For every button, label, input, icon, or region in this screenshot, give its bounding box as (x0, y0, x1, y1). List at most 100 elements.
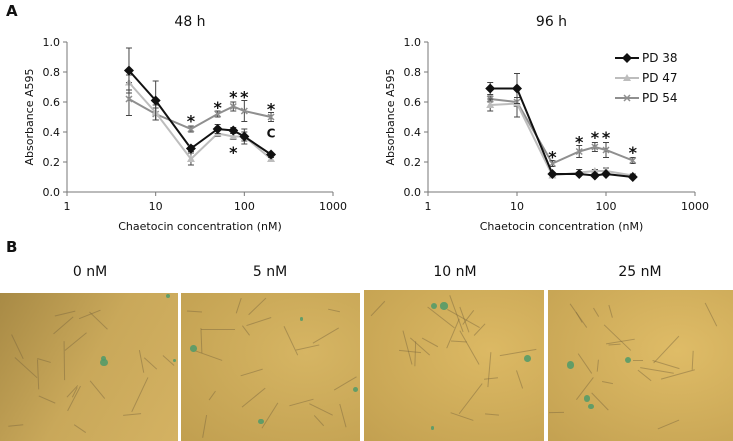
stained-cell (299, 317, 304, 322)
significance-annotation: * (267, 100, 276, 119)
cell-fiber (200, 327, 203, 353)
x-marker (591, 143, 599, 151)
cell-fiber (652, 360, 680, 370)
y-tick-label: 0.8 (404, 66, 422, 79)
x-tick-label: 100 (596, 200, 617, 213)
significance-annotation: * (575, 133, 584, 152)
cell-fiber (187, 310, 203, 313)
diamond-marker (150, 95, 161, 106)
diamond-marker (228, 125, 239, 136)
cell-fiber (653, 335, 679, 364)
micrograph-label-2: 10 nM (433, 264, 477, 280)
x-marker (548, 159, 556, 168)
chart-title: 48 h (174, 14, 205, 30)
series-line-pd54 (490, 98, 634, 165)
stained-cell (583, 395, 591, 402)
cell-fiber (144, 357, 158, 370)
stained-cell (100, 358, 108, 367)
cell-fiber (592, 308, 600, 318)
chart-48h: 48 h 0.0 0.2 0.4 0.6 0.8 1.0 1 10 100 1000 Chaetoci… (23, 14, 347, 233)
diamond-marker (622, 53, 632, 63)
cell-fiber (122, 412, 141, 416)
stained-cell (258, 418, 264, 425)
significance-annotation: * (591, 128, 600, 147)
series-line-pd54 (128, 98, 272, 131)
cell-fiber (339, 403, 347, 428)
stained-cell (430, 302, 437, 309)
x-marker (125, 95, 133, 103)
cell-fiber (402, 330, 413, 365)
legend-label: PD 54 (642, 91, 678, 105)
significance-annotation: * (240, 88, 249, 107)
x-tick-label: 1 (64, 200, 71, 213)
y-tick-label: 0.0 (404, 186, 422, 199)
diamond-marker (574, 169, 585, 179)
triangle-marker (229, 132, 238, 140)
x-marker (240, 107, 248, 115)
x-tick-label: 10 (510, 200, 524, 213)
cell-fiber (704, 302, 718, 327)
stained-cell (172, 358, 177, 363)
cell-fiber (371, 300, 386, 316)
y-tick-label: 0.0 (43, 186, 61, 199)
x-marker (214, 110, 222, 118)
cell-fiber (283, 326, 299, 355)
diamond-marker (185, 143, 196, 154)
cell-fiber (633, 359, 644, 361)
cell-fiber (608, 304, 614, 318)
micrograph-10nm (364, 290, 544, 441)
x-tick-label: 1 (425, 200, 432, 213)
chart-96h: 96 h 0.0 0.2 0.4 0.6 0.8 1.0 1 10 100 1000 Chaetoci… (384, 14, 709, 233)
cell-fiber (421, 337, 439, 348)
stained-cell (440, 302, 448, 310)
micrograph-5nm (181, 293, 360, 441)
cell-fiber (414, 341, 417, 366)
y-tick-label: 0.2 (404, 156, 422, 169)
cell-fiber (327, 309, 341, 313)
cell-fiber (37, 359, 40, 390)
x-tick-label: 10 (149, 200, 163, 213)
y-tick-label: 0.8 (43, 66, 61, 79)
cell-fiber (602, 380, 613, 384)
stained-cell (353, 386, 359, 393)
stained-cell (189, 345, 197, 352)
cell-fiber (240, 368, 263, 377)
x-marker (229, 102, 237, 111)
cell-fiber (194, 350, 223, 362)
panel-b-label: B (6, 238, 18, 256)
micrograph-0nm (0, 293, 178, 441)
cell-fiber (36, 358, 51, 364)
stained-cell (430, 425, 435, 430)
significance-annotation: * (229, 88, 238, 107)
y-tick-label: 0.6 (43, 96, 61, 109)
diamond-marker (512, 83, 522, 94)
cell-fiber (399, 350, 422, 354)
legend-label: PD 38 (642, 51, 678, 65)
cell-fiber (14, 356, 38, 378)
x-tick-label: 1000 (319, 200, 347, 213)
significance-annotation: * (629, 143, 638, 162)
diamond-marker (485, 83, 496, 94)
x-tick-label: 100 (234, 200, 255, 213)
series-line-pd47 (490, 102, 633, 177)
cell-fiber (548, 411, 564, 414)
cell-fiber (246, 316, 271, 326)
diamond-marker (589, 170, 600, 181)
micrograph-label-0: 0 nM (72, 264, 108, 280)
panel-a-label: A (6, 2, 18, 20)
x-marker (623, 94, 631, 102)
diamond-marker (547, 169, 558, 179)
cell-fiber (515, 369, 524, 389)
x-marker (629, 156, 637, 165)
y-tick-label: 1.0 (404, 36, 422, 49)
cell-fiber (487, 351, 492, 387)
cell-fiber (575, 311, 583, 323)
cell-fiber (208, 391, 216, 401)
triangle-marker (623, 74, 631, 81)
cell-fiber (603, 324, 631, 351)
triangle-marker (486, 101, 495, 108)
cell-fiber (309, 403, 333, 416)
stained-cell (567, 361, 575, 369)
cell-fiber (89, 380, 105, 399)
cell-fiber (248, 297, 267, 316)
